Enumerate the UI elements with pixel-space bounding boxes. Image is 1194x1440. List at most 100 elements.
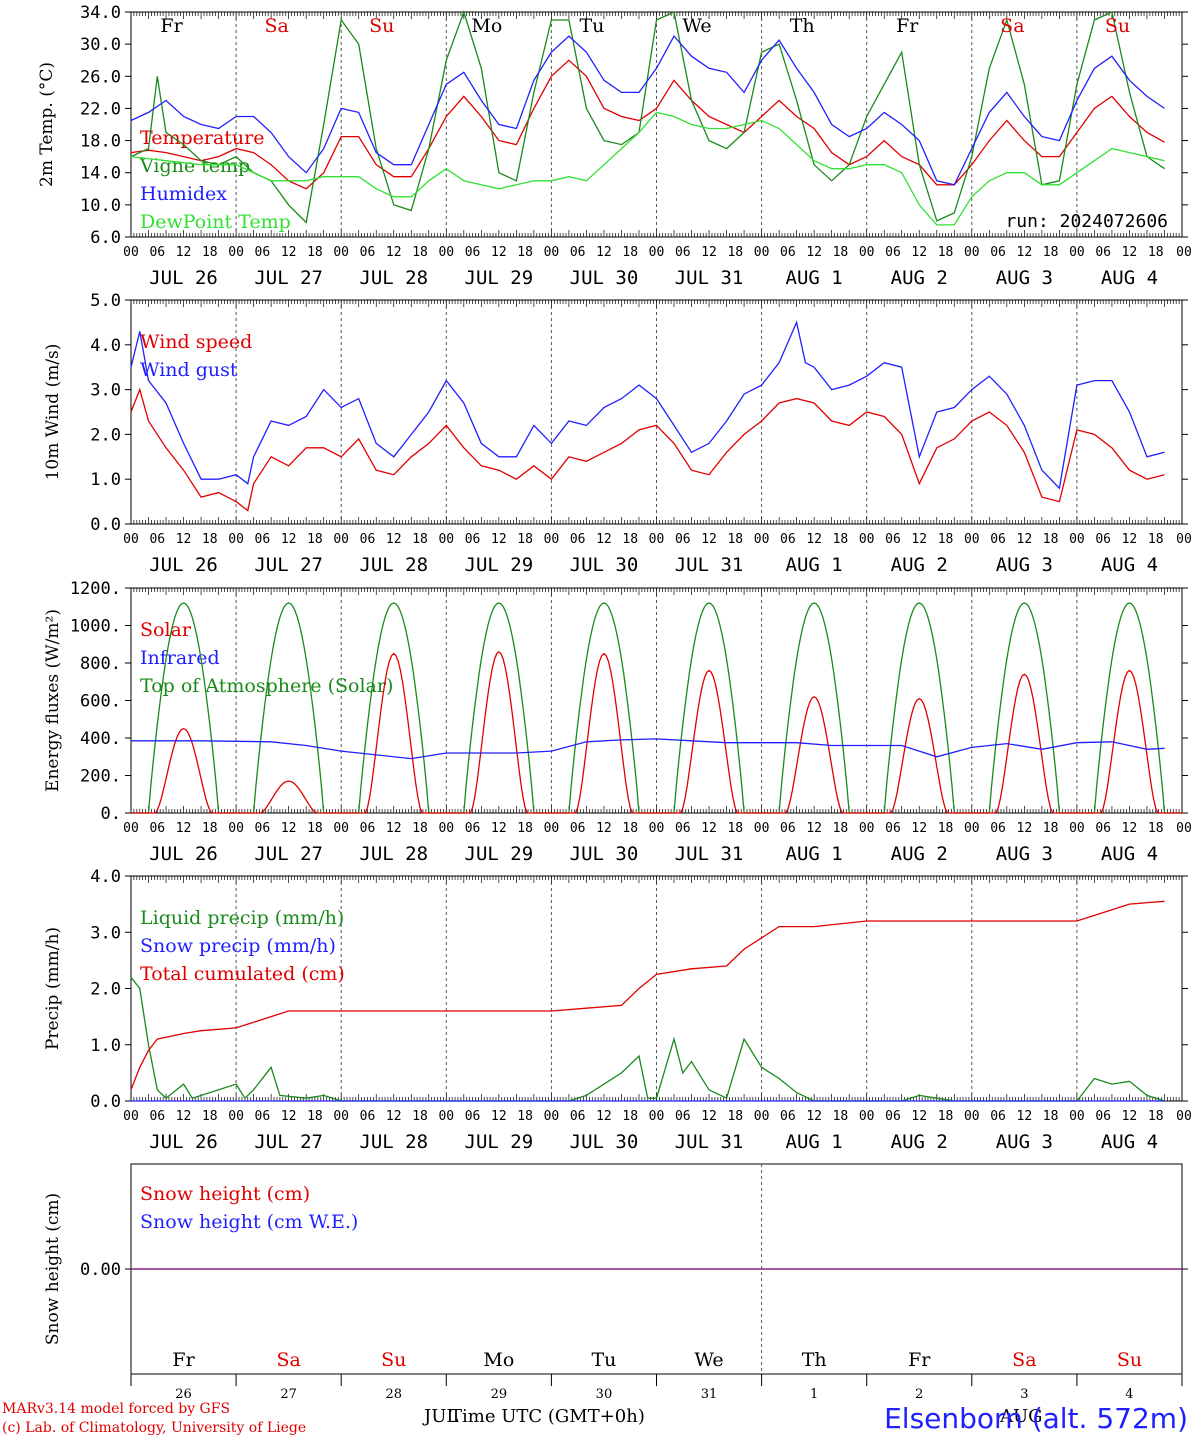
y-tick-label: 0.00 (80, 1260, 121, 1280)
day-number: 26 (175, 1387, 192, 1402)
y-axis-label: Precip (mm/h) (43, 927, 63, 1050)
weekday-top: Su (369, 15, 394, 37)
hour-tick-label: 18 (307, 532, 323, 547)
y-tick-label: 800. (80, 654, 121, 674)
y-axis-label: Snow height (cm) (43, 1193, 63, 1345)
hour-tick-label: 12 (1122, 821, 1138, 836)
hour-tick-label: 12 (386, 1109, 402, 1124)
day-label: AUG 1 (786, 1131, 843, 1153)
hour-tick-label: 12 (911, 245, 927, 260)
day-label: AUG 1 (786, 843, 843, 865)
hour-tick-label: 06 (255, 245, 271, 260)
hour-tick-label: 06 (465, 821, 481, 836)
legend-entry: Liquid precip (mm/h) (140, 907, 344, 929)
time-axis-label: Time UTC (GMT+0h) (450, 1406, 645, 1427)
hour-tick-label: 00 (123, 1109, 139, 1124)
day-label: AUG 2 (891, 554, 948, 576)
hour-tick-label: 06 (465, 532, 481, 547)
day-label: AUG 4 (1101, 843, 1158, 865)
plot-frame (130, 299, 1183, 525)
hour-tick-label: 18 (1148, 245, 1164, 260)
hour-tick-label: 00 (544, 821, 560, 836)
hour-tick-label: 06 (570, 532, 586, 547)
hour-tick-label: 06 (360, 245, 376, 260)
hour-tick-label: 00 (649, 532, 665, 547)
hour-tick-label: 18 (1148, 532, 1164, 547)
hour-tick-label: 18 (833, 245, 849, 260)
hour-tick-label: 00 (1176, 821, 1192, 836)
hour-tick-label: 00 (333, 245, 349, 260)
y-tick-label: 0.0 (90, 515, 121, 535)
y-tick-label: 1200. (70, 579, 121, 599)
day-label: JUL 27 (254, 1131, 323, 1153)
hour-tick-label: 12 (281, 245, 297, 260)
day-number: 3 (1020, 1387, 1028, 1402)
hour-tick-label: 06 (149, 245, 165, 260)
hour-tick-label: 12 (911, 532, 927, 547)
y-axis-label: Energy fluxes (W/m²) (43, 609, 63, 792)
hour-tick-label: 06 (780, 532, 796, 547)
series-line-liquid-precip-mm-h- (130, 976, 1165, 1102)
day-label: JUL 30 (570, 554, 639, 576)
hour-tick-label: 06 (780, 1109, 796, 1124)
hour-tick-label: 00 (754, 821, 770, 836)
hour-tick-label: 18 (833, 821, 849, 836)
weekday-bottom: Su (381, 1349, 406, 1371)
series-line-total-cumulated-cm- (130, 900, 1165, 1091)
hour-tick-label: 00 (964, 821, 980, 836)
day-label: AUG 4 (1101, 267, 1158, 289)
y-tick-label: 18.0 (80, 132, 121, 152)
legend-entry: Solar (140, 619, 192, 641)
legend-entry: Wind speed (140, 331, 252, 353)
hour-tick-label: 18 (833, 532, 849, 547)
hour-tick-label: 12 (176, 532, 192, 547)
y-tick-label: 1000. (70, 617, 121, 637)
day-label: JUL 27 (254, 554, 323, 576)
hour-tick-label: 06 (465, 245, 481, 260)
hour-tick-label: 18 (938, 532, 954, 547)
hour-tick-label: 00 (754, 532, 770, 547)
day-label: JUL 27 (254, 267, 323, 289)
hour-tick-label: 12 (596, 532, 612, 547)
bottom-month-jul: JUL (424, 1406, 459, 1427)
hour-tick-label: 06 (360, 1109, 376, 1124)
hour-tick-label: 06 (885, 1109, 901, 1124)
day-number: 2 (915, 1387, 923, 1402)
day-label: JUL 27 (254, 843, 323, 865)
y-tick-label: 600. (80, 692, 121, 712)
day-label: AUG 4 (1101, 1131, 1158, 1153)
day-number: 30 (596, 1387, 613, 1402)
day-number: 31 (701, 1387, 718, 1402)
day-number: 1 (810, 1387, 818, 1402)
hour-tick-label: 06 (570, 821, 586, 836)
hour-tick-label: 18 (622, 821, 638, 836)
hour-tick-label: 06 (465, 1109, 481, 1124)
y-tick-label: 4.0 (90, 336, 121, 356)
day-label: JUL 26 (149, 554, 218, 576)
hour-tick-label: 12 (1017, 245, 1033, 260)
hour-tick-label: 06 (675, 245, 691, 260)
hour-tick-label: 06 (675, 821, 691, 836)
hour-tick-label: 12 (281, 1109, 297, 1124)
y-tick-label: 26.0 (80, 67, 121, 87)
hour-tick-label: 12 (1122, 245, 1138, 260)
day-label: JUL 28 (359, 267, 428, 289)
day-label: JUL 30 (570, 267, 639, 289)
legend-entry: Snow height (cm W.E.) (140, 1211, 358, 1233)
day-label: JUL 31 (675, 554, 744, 576)
hour-tick-label: 18 (727, 532, 743, 547)
hour-tick-label: 00 (123, 821, 139, 836)
hour-tick-label: 06 (149, 532, 165, 547)
hour-tick-label: 06 (885, 245, 901, 260)
hour-tick-label: 18 (307, 821, 323, 836)
hour-tick-label: 06 (780, 821, 796, 836)
bottom-month-aug: AUG (1000, 1406, 1043, 1427)
weekday-bottom: Sa (1012, 1349, 1036, 1371)
hour-tick-label: 18 (622, 532, 638, 547)
hour-tick-label: 06 (990, 1109, 1006, 1124)
y-tick-label: 2.0 (90, 980, 121, 1000)
hour-tick-label: 18 (412, 821, 428, 836)
day-label: JUL 31 (675, 843, 744, 865)
y-tick-label: 2.0 (90, 425, 121, 445)
weekday-top: Su (1105, 15, 1130, 37)
